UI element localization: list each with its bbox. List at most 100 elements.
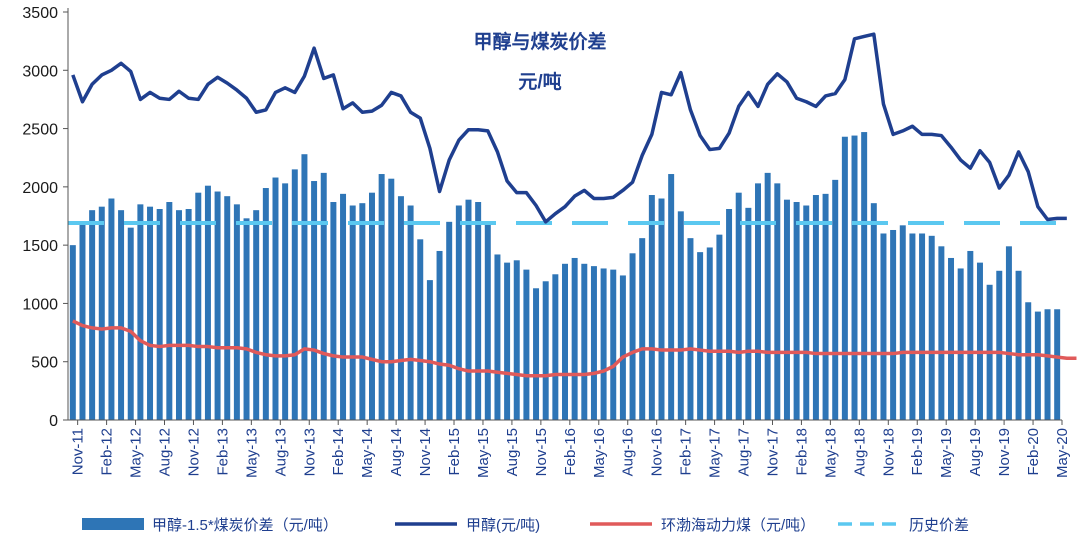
bar (880, 233, 887, 420)
bar (195, 192, 202, 420)
x-tick-label: Nov-18 (880, 428, 897, 476)
x-tick-label: May-19 (938, 428, 955, 478)
x-tick-label: Nov-13 (301, 428, 318, 476)
bar (504, 262, 511, 420)
bar (803, 205, 810, 420)
bar (677, 211, 684, 420)
bar (668, 174, 675, 420)
x-tick-label: May-13 (243, 428, 260, 478)
bar (1005, 246, 1012, 420)
x-tick-label: Nov-16 (649, 428, 666, 476)
bar (243, 218, 250, 420)
x-tick-label: Aug-19 (967, 428, 984, 476)
bar (967, 250, 974, 420)
bar (494, 254, 501, 420)
bar (629, 253, 636, 420)
bar (233, 204, 240, 420)
x-tick-label: Aug-17 (736, 428, 753, 476)
bar (870, 203, 877, 420)
bar (349, 205, 356, 420)
bar (590, 266, 597, 420)
y-tick-label: 1500 (22, 238, 58, 255)
bar (368, 192, 375, 420)
chart-subtitle: 元/吨 (518, 70, 561, 93)
bar (697, 252, 704, 420)
x-tick-label: May-20 (1054, 428, 1071, 478)
bar (909, 233, 916, 420)
bar (455, 205, 462, 420)
bar (938, 246, 945, 420)
bar (851, 135, 858, 420)
bar (861, 132, 868, 420)
bar (118, 210, 125, 420)
x-tick-label: Nov-14 (417, 428, 434, 476)
bar (446, 221, 453, 420)
plot-area (68, 32, 1077, 420)
bar (774, 183, 781, 420)
coal-price-line (72, 319, 1077, 378)
bar (147, 206, 154, 420)
bar (793, 202, 800, 420)
x-tick-label: Aug-12 (157, 428, 174, 476)
bar (359, 203, 366, 420)
legend-label-methanol: 甲醇(元/吨) (466, 517, 540, 534)
x-tick-label: May-14 (359, 428, 376, 478)
x-axis: Nov-11 Feb-12 May-12 Aug-12 Nov-12 Feb-13 May-… (68, 419, 1071, 478)
bar (928, 235, 935, 420)
x-tick-label: Feb-12 (99, 428, 116, 476)
legend-item-historical: 历史价差 (838, 517, 969, 534)
bar (687, 238, 694, 420)
bar (755, 183, 762, 420)
bar (69, 245, 76, 420)
bar (388, 178, 395, 420)
bar (513, 260, 520, 420)
x-tick-label: May-16 (591, 428, 608, 478)
x-tick-label: Nov-15 (533, 428, 550, 476)
bar (224, 196, 231, 420)
x-tick-label: Nov-12 (185, 428, 202, 476)
x-tick-label: Aug-15 (504, 428, 521, 476)
bar (610, 269, 617, 420)
bar (465, 199, 472, 420)
bar (311, 181, 318, 420)
bar (204, 185, 211, 420)
bar (716, 234, 723, 420)
bar (484, 222, 491, 420)
y-tick-label: 500 (31, 355, 58, 372)
bar (783, 199, 790, 420)
bar (108, 198, 115, 420)
bar (1034, 311, 1041, 420)
x-tick-label: Nov-11 (70, 428, 87, 475)
bar (214, 191, 221, 420)
legend-item-methanol: 甲醇(元/吨) (395, 517, 540, 534)
bar (272, 177, 279, 420)
y-tick-label: 3500 (22, 5, 58, 22)
x-tick-label: Feb-16 (562, 428, 579, 476)
x-tick-label: May-15 (475, 428, 492, 478)
bar (841, 136, 848, 420)
bar (262, 188, 269, 420)
bar (552, 274, 559, 420)
bar (397, 196, 404, 420)
bar (890, 229, 897, 420)
chart-title: 甲醇与煤炭价差 (473, 30, 606, 53)
x-tick-label: Nov-19 (996, 428, 1013, 476)
bar (89, 210, 96, 420)
bar (320, 172, 327, 420)
bar (436, 250, 443, 420)
bar (581, 263, 588, 420)
bar (426, 280, 433, 420)
x-tick-label: May-12 (128, 428, 145, 478)
legend-item-bar: 甲醇-1.5*煤炭价差（元/吨） (82, 517, 338, 534)
bar (996, 270, 1003, 420)
x-tick-label: May-18 (822, 428, 839, 478)
legend-item-coal: 环渤海动力煤（元/吨） (590, 517, 815, 534)
x-tick-label: Feb-19 (909, 428, 926, 476)
methanol-price-line (71, 32, 1067, 224)
bar (976, 262, 983, 420)
bar (919, 233, 926, 420)
bar (726, 209, 733, 420)
x-tick-label: Feb-17 (678, 428, 695, 476)
bar (291, 169, 298, 420)
x-tick-label: Aug-13 (272, 428, 289, 476)
